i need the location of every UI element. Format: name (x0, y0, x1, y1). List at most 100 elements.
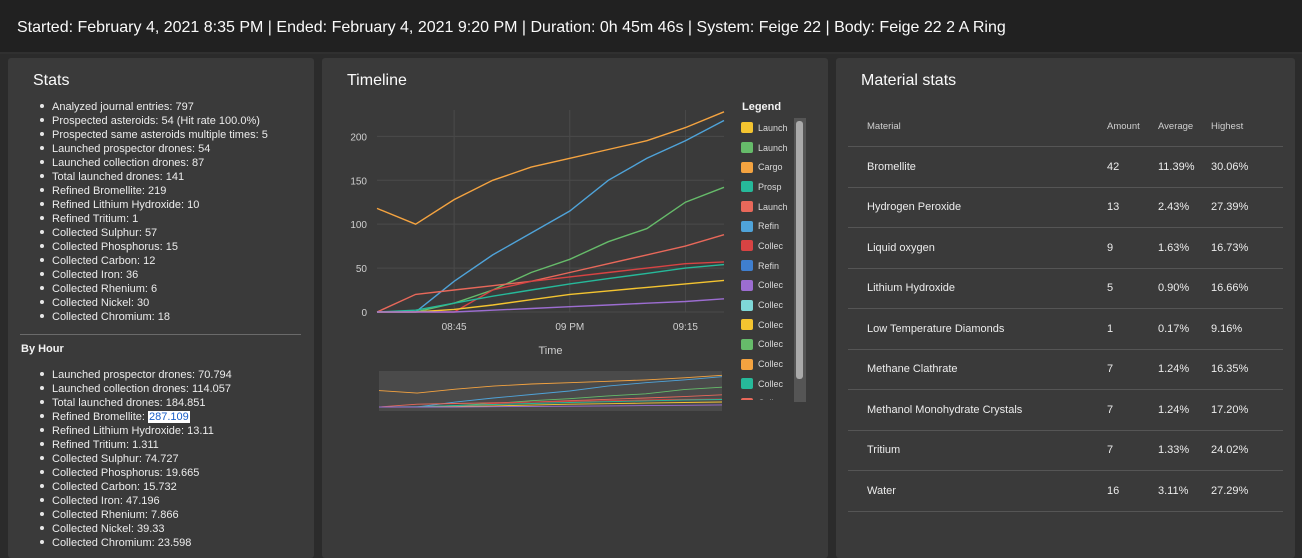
material-row[interactable]: Methane Clathrate 7 1.24% 16.35% (848, 349, 1283, 390)
stat-item: Launched prospector drones: 54 (40, 142, 268, 156)
stat-item-text: Prospected same asteroids multiple times… (52, 129, 268, 141)
stat-item-text: Collected Phosphorus: 15 (52, 241, 178, 253)
legend-item[interactable]: Refin (738, 216, 794, 236)
overview-line (379, 404, 723, 408)
by-hour-item-text: Collected Nickel: 39.33 (52, 523, 165, 535)
legend-item[interactable]: Launch (738, 197, 794, 217)
legend-item[interactable]: Refin (738, 256, 794, 276)
legend-label: Collec (758, 378, 784, 389)
legend: Launch Launch Cargo Prosp Launch Refin Collec R… (738, 118, 794, 400)
material-row[interactable]: Hydrogen Peroxide 13 2.43% 27.39% (848, 187, 1283, 228)
legend-title: Legend (742, 101, 782, 113)
by-hour-item: Refined Lithium Hydroxide: 13.11 (40, 424, 232, 438)
stats-title: Stats (33, 72, 70, 89)
stat-item: Refined Bromellite: 219 (40, 184, 268, 198)
legend-label: Refin (758, 260, 780, 271)
x-tick-label: 08:45 (442, 322, 467, 333)
legend-item[interactable]: Collec (738, 394, 794, 400)
legend-label: Launch (758, 201, 788, 212)
stat-item: Total launched drones: 141 (40, 170, 268, 184)
timeline-chart[interactable]: 0 50 100 150 200 08:45 09 PM 09:15 Time (322, 58, 732, 418)
legend-item[interactable]: Prosp (738, 177, 794, 197)
legend-item[interactable]: Collec (738, 354, 794, 374)
stats-list: Analyzed journal entries: 797 Prospected … (40, 100, 268, 324)
material-row[interactable]: Water 16 3.11% 27.29% (848, 470, 1283, 512)
legend-label: Launch (758, 142, 788, 153)
material-highest: 16.35% (1210, 349, 1283, 390)
legend-item[interactable]: Collec (738, 315, 794, 335)
material-highest: 27.29% (1210, 470, 1283, 512)
legend-label: Collec (758, 319, 784, 330)
stat-item: Collected Sulphur: 57 (40, 226, 268, 240)
stats-panel: Stats Analyzed journal entries: 797 Prosp… (8, 58, 314, 558)
legend-item[interactable]: Launch (738, 118, 794, 138)
legend-swatch (741, 319, 753, 331)
column-highest[interactable]: Highest (1210, 106, 1283, 147)
legend-swatch (741, 142, 753, 154)
material-name: Hydrogen Peroxide (848, 187, 1106, 228)
by-hour-item: Collected Sulphur: 74.727 (40, 452, 232, 466)
legend-swatch (741, 397, 753, 400)
legend-label: Collec (758, 300, 784, 311)
stat-item-text: Prospected asteroids: 54 (Hit rate 100.0… (52, 115, 260, 127)
legend-label: Collec (758, 240, 784, 251)
material-amount: 42 (1106, 146, 1157, 188)
material-amount: 9 (1106, 227, 1157, 269)
column-material[interactable]: Material (848, 106, 1106, 147)
material-average: 0.90% (1157, 268, 1210, 309)
stat-item: Prospected asteroids: 54 (Hit rate 100.0… (40, 114, 268, 128)
legend-item[interactable]: Collec (738, 276, 794, 296)
material-average: 0.17% (1157, 308, 1210, 350)
selected-text-highlight[interactable]: 287.109 (148, 411, 190, 423)
by-hour-item: Collected Chromium: 23.598 (40, 536, 232, 550)
legend-label: Launch (758, 122, 788, 133)
stat-item-text: Total launched drones: 141 (52, 171, 185, 183)
y-tick-label: 50 (356, 264, 368, 275)
column-amount[interactable]: Amount (1106, 106, 1157, 147)
series-line (376, 111, 725, 225)
stat-item: Launched collection drones: 87 (40, 156, 268, 170)
x-tick-label: 09:15 (673, 322, 698, 333)
legend-item[interactable]: Collec (738, 295, 794, 315)
material-highest: 9.16% (1210, 308, 1283, 350)
y-tick-label: 200 (350, 132, 367, 143)
legend-item[interactable]: Collec (738, 236, 794, 256)
legend-swatch (741, 279, 753, 291)
legend-swatch (741, 378, 753, 390)
material-average: 11.39% (1157, 146, 1210, 188)
legend-item[interactable]: Collec (738, 335, 794, 355)
material-average: 2.43% (1157, 187, 1210, 228)
legend-label: Cargo (758, 162, 783, 173)
stats-divider (20, 334, 301, 335)
legend-swatch (741, 220, 753, 232)
material-highest: 17.20% (1210, 389, 1283, 431)
stat-item: Refined Tritium: 1 (40, 212, 268, 226)
material-row[interactable]: Methanol Monohydrate Crystals 7 1.24% 17.20… (848, 389, 1283, 431)
material-table: Material Amount Average Highest Bromelli… (848, 106, 1283, 512)
by-hour-item: Refined Bromellite: 287.109 (40, 410, 232, 424)
timeline-title: Timeline (347, 72, 407, 89)
material-row[interactable]: Tritium 7 1.33% 24.02% (848, 430, 1283, 471)
material-amount: 13 (1106, 187, 1157, 228)
legend-swatch (741, 161, 753, 173)
material-average: 1.33% (1157, 430, 1210, 471)
y-tick-label: 100 (350, 220, 367, 231)
legend-item[interactable]: Collec (738, 374, 794, 394)
legend-item[interactable]: Launch (738, 138, 794, 158)
material-stats-panel: Material stats Material Amount Average H… (836, 58, 1295, 558)
stat-item-text: Collected Nickel: 30 (52, 297, 150, 309)
column-average[interactable]: Average (1157, 106, 1210, 147)
material-row[interactable]: Low Temperature Diamonds 1 0.17% 9.16% (848, 308, 1283, 350)
material-amount: 7 (1106, 349, 1157, 390)
material-row[interactable]: Bromellite 42 11.39% 30.06% (848, 146, 1283, 188)
overview-line (379, 376, 723, 408)
by-hour-item-text: Refined Bromellite: (52, 411, 148, 423)
legend-item[interactable]: Cargo (738, 157, 794, 177)
material-row[interactable]: Lithium Hydroxide 5 0.90% 16.66% (848, 268, 1283, 309)
legend-scroll-thumb[interactable] (796, 121, 803, 379)
material-row[interactable]: Liquid oxygen 9 1.63% 16.73% (848, 227, 1283, 269)
legend-swatch (741, 201, 753, 213)
by-hour-item-text: Refined Lithium Hydroxide: 13.11 (52, 425, 214, 437)
by-hour-item-text: Collected Sulphur: 74.727 (52, 453, 179, 465)
x-axis-label: Time (538, 345, 562, 357)
